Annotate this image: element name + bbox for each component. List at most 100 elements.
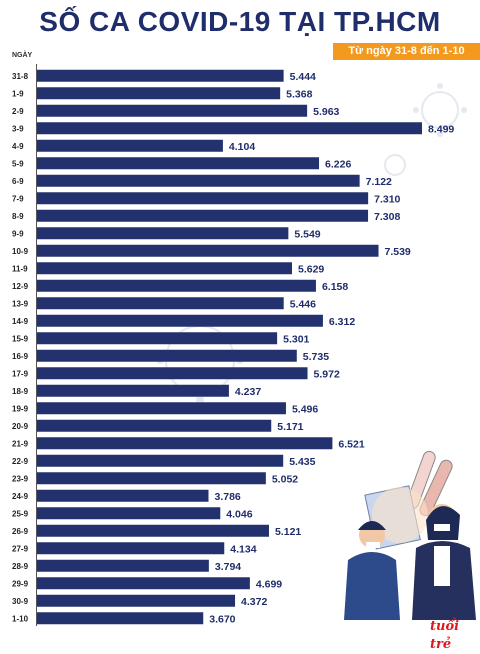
- category-label: 14-9: [12, 317, 29, 326]
- bar: [37, 69, 284, 82]
- bar: [37, 209, 369, 222]
- category-label: 1-10: [12, 614, 29, 623]
- value-label: 5.549: [294, 228, 320, 240]
- bar: [37, 87, 281, 100]
- bar: [37, 577, 250, 590]
- category-label: 27-9: [12, 544, 29, 553]
- bar: [37, 507, 221, 520]
- category-label: 4-9: [12, 142, 24, 151]
- category-label: 17-9: [12, 369, 29, 378]
- bar: [37, 367, 308, 380]
- bar: [37, 472, 266, 485]
- value-label: 3.794: [215, 561, 241, 573]
- value-label: 4.046: [226, 508, 252, 520]
- value-label: 5.963: [313, 106, 339, 118]
- value-label: 5.735: [303, 351, 329, 363]
- category-label: 18-9: [12, 387, 29, 396]
- y-axis-label: NGÀY: [12, 52, 33, 59]
- category-label: 15-9: [12, 334, 29, 343]
- category-label: 9-9: [12, 229, 24, 238]
- value-label: 5.972: [314, 368, 340, 380]
- category-label: 24-9: [12, 492, 29, 501]
- bar: [37, 384, 229, 397]
- category-axis-line: [36, 64, 37, 626]
- category-label: 3-9: [12, 124, 24, 133]
- value-label: 5.435: [289, 456, 315, 468]
- category-label: 7-9: [12, 194, 24, 203]
- bar: [37, 227, 289, 240]
- bar: [37, 524, 269, 537]
- bar: [37, 244, 379, 257]
- bar: [37, 612, 204, 625]
- value-label: 6.158: [322, 281, 348, 293]
- category-label: 26-9: [12, 527, 29, 536]
- value-label: 4.134: [230, 543, 256, 555]
- bar: [37, 559, 209, 572]
- bar: [37, 314, 323, 327]
- category-label: 31-8: [12, 72, 29, 81]
- date-range-badge: Từ ngày 31-8 đến 1-10: [333, 43, 480, 60]
- bar: [37, 297, 284, 310]
- value-label: 7.310: [374, 193, 400, 205]
- value-label: 4.237: [235, 386, 261, 398]
- category-label: 29-9: [12, 579, 29, 588]
- value-label: 5.444: [290, 71, 316, 83]
- value-label: 5.629: [298, 263, 324, 275]
- bar: [37, 489, 209, 502]
- value-label: 5.368: [286, 88, 312, 100]
- category-label: 25-9: [12, 509, 29, 518]
- bar: [37, 174, 360, 187]
- woman-figure: [412, 504, 476, 620]
- value-label: 7.539: [385, 246, 411, 258]
- value-label: 4.699: [256, 578, 282, 590]
- bar: [37, 349, 297, 362]
- category-label: 1-9: [12, 89, 24, 98]
- value-label: 7.308: [374, 211, 400, 223]
- category-label: 16-9: [12, 352, 29, 361]
- value-label: 6.521: [338, 438, 364, 450]
- category-label: 20-9: [12, 422, 29, 431]
- bar: [37, 419, 272, 432]
- value-label: 6.312: [329, 316, 355, 328]
- value-label: 3.670: [209, 613, 235, 625]
- bar: [37, 454, 284, 467]
- category-label: 10-9: [12, 247, 29, 256]
- category-label: 6-9: [12, 177, 24, 186]
- bar: [37, 594, 236, 607]
- value-label: 5.446: [290, 298, 316, 310]
- bar: [37, 402, 286, 415]
- value-label: 4.104: [229, 141, 255, 153]
- value-label: 8.499: [428, 123, 454, 135]
- value-label: 6.226: [325, 158, 351, 170]
- value-label: 5.052: [272, 473, 298, 485]
- value-label: 3.786: [215, 491, 241, 503]
- man-figure: [344, 521, 400, 620]
- value-label: 7.122: [366, 176, 392, 188]
- value-label: 5.121: [275, 526, 301, 538]
- category-label: 11-9: [12, 264, 28, 273]
- bar: [37, 192, 369, 205]
- chart-title: SỐ CA COVID-19 TẠI TP.HCM: [39, 6, 441, 37]
- category-label: 23-9: [12, 474, 29, 483]
- bar: [37, 332, 278, 345]
- bar: [37, 157, 320, 170]
- tuoi-tre-logo: tuổi trẻ: [430, 619, 460, 652]
- value-label: 5.301: [283, 333, 309, 345]
- category-label: 8-9: [12, 212, 24, 221]
- category-label: 22-9: [12, 457, 29, 466]
- people-illustration: [344, 450, 476, 620]
- value-label: 4.372: [241, 596, 267, 608]
- bar: [37, 279, 316, 292]
- bar: [37, 542, 225, 555]
- category-label: 21-9: [12, 439, 29, 448]
- category-label: 13-9: [12, 299, 29, 308]
- value-label: 5.171: [277, 421, 303, 433]
- bar: [37, 437, 333, 450]
- bar: [37, 122, 422, 135]
- bar: [37, 104, 308, 117]
- category-label: 12-9: [12, 282, 29, 291]
- category-label: 5-9: [12, 159, 24, 168]
- category-label: 19-9: [12, 404, 29, 413]
- bar: [37, 139, 223, 152]
